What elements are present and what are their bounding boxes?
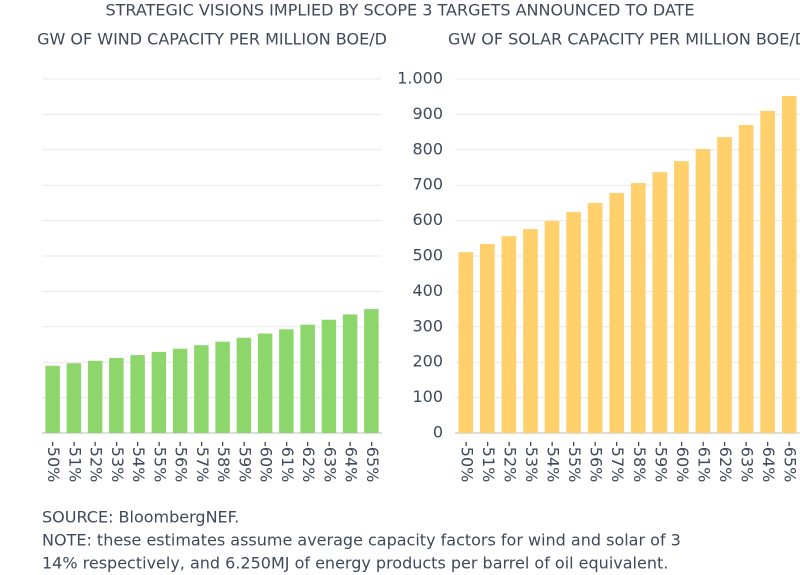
y-tick-label: 0 (433, 423, 443, 442)
bar (342, 314, 358, 433)
bar (236, 337, 252, 433)
x-tick-label: -55% (565, 441, 584, 482)
bar (151, 351, 167, 433)
x-tick-label: -53% (108, 441, 127, 482)
bar (130, 355, 145, 433)
x-tick-label: -52% (500, 441, 519, 482)
x-tick-label: -58% (630, 441, 649, 482)
x-tick-label: -57% (608, 441, 627, 482)
x-tick-label: -56% (172, 441, 191, 482)
x-tick-label: -62% (299, 441, 318, 482)
bar (66, 363, 82, 433)
y-tick-label: 700 (412, 175, 443, 194)
x-tick-label: -63% (320, 441, 339, 482)
x-tick-label: -65% (363, 441, 382, 482)
bar (321, 319, 337, 433)
bar (279, 329, 294, 433)
bar (45, 365, 60, 433)
bar (87, 360, 103, 433)
x-tick-label: -59% (235, 441, 254, 482)
panel-title: GW OF WIND CAPACITY PER MILLION BOE/D (37, 30, 387, 49)
bar (738, 125, 754, 434)
x-tick-label: -61% (278, 441, 297, 482)
x-tick-label: -54% (544, 441, 563, 482)
chart-title: STRATEGIC VISIONS IMPLIED BY SCOPE 3 TAR… (105, 1, 694, 20)
bar (501, 236, 517, 433)
x-tick-label: -62% (716, 441, 735, 482)
bar (300, 324, 315, 433)
bar (257, 333, 273, 433)
y-tick-label: 300 (412, 316, 443, 335)
bar (781, 95, 797, 433)
y-tick-label: 400 (412, 281, 443, 300)
bar (587, 202, 603, 433)
bar (523, 229, 538, 433)
y-tick-label: 1.000 (397, 69, 443, 88)
x-tick-label: -60% (257, 441, 276, 482)
x-tick-label: -61% (694, 441, 713, 482)
x-tick-label: -57% (193, 441, 212, 482)
x-tick-label: -65% (781, 441, 800, 482)
bar (566, 212, 581, 433)
source-note: SOURCE: BloombergNEF. (42, 508, 239, 527)
x-tick-label: -55% (150, 441, 169, 482)
x-tick-label: -56% (587, 441, 606, 482)
bar (364, 309, 379, 433)
bar (215, 341, 230, 433)
x-tick-label: -50% (44, 441, 63, 482)
x-tick-label: -58% (214, 441, 233, 482)
y-tick-label: 600 (412, 210, 443, 229)
x-tick-label: -63% (738, 441, 757, 482)
bar (674, 161, 689, 434)
x-tick-label: -51% (65, 441, 84, 482)
panel-title: GW OF SOLAR CAPACITY PER MILLION BOE/D (448, 30, 800, 49)
x-tick-label: -50% (457, 441, 476, 482)
bar (109, 357, 124, 433)
x-tick-label: -64% (759, 441, 778, 482)
x-tick-label: -51% (479, 441, 498, 482)
bar (695, 149, 711, 434)
x-tick-label: -52% (87, 441, 106, 482)
bar (652, 172, 668, 434)
note: NOTE: these estimates assume average cap… (42, 531, 681, 550)
bar (760, 110, 775, 434)
bar (630, 183, 646, 433)
y-tick-label: 800 (412, 139, 443, 158)
bar (480, 243, 495, 433)
bar (609, 192, 625, 433)
bar (194, 345, 209, 433)
note: 14% respectively, and 6.250MJ of energy … (42, 554, 668, 573)
y-tick-label: 500 (412, 246, 443, 265)
x-tick-label: -59% (651, 441, 670, 482)
y-tick-label: 900 (412, 104, 443, 123)
y-tick-label: 100 (412, 387, 443, 406)
x-tick-label: -60% (673, 441, 692, 482)
x-tick-label: -54% (129, 441, 148, 482)
x-tick-label: -64% (342, 441, 361, 482)
bar (544, 220, 560, 433)
bar (172, 348, 188, 433)
bar (458, 252, 474, 433)
bar (717, 137, 732, 433)
x-tick-label: -53% (522, 441, 541, 482)
y-tick-label: 200 (412, 352, 443, 371)
